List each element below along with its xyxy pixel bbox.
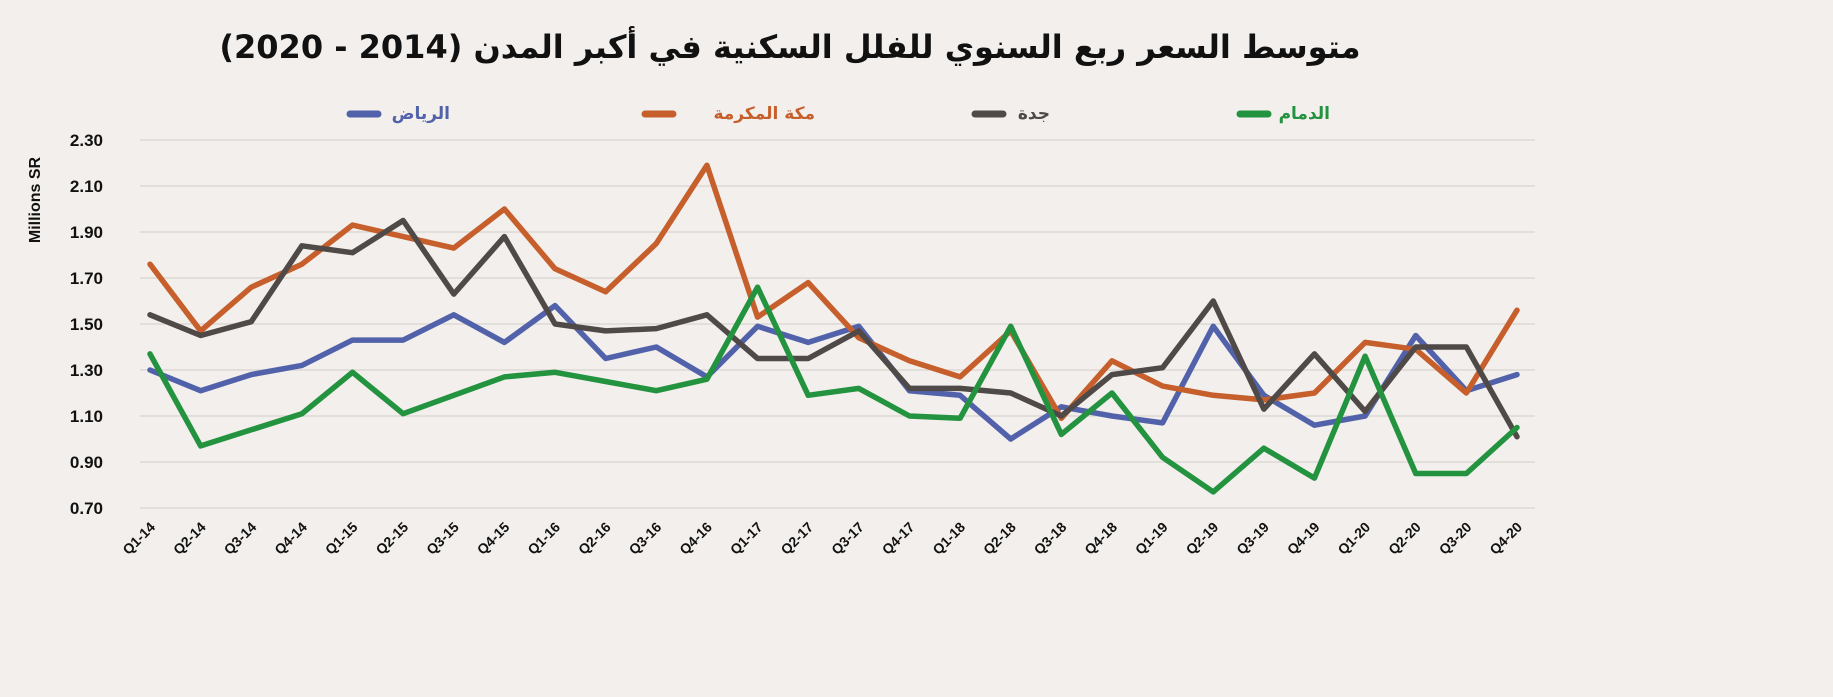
legend-item: الدمام — [1236, 104, 1330, 124]
y-tick-label: 2.10 — [70, 177, 103, 196]
series-line — [147, 302, 1520, 442]
x-tick-label: Q1-14 — [119, 519, 158, 558]
x-tick-label: Q1-15 — [322, 519, 361, 558]
x-tick-label: Q1-20 — [1334, 519, 1373, 558]
x-tick-label: Q3-14 — [221, 519, 260, 558]
x-tick-label: Q2-18 — [980, 519, 1019, 558]
y-tick-label: 0.70 — [70, 499, 103, 518]
x-tick-label: Q1-18 — [929, 519, 968, 558]
legend-item: جدة — [971, 104, 1050, 124]
x-tick-label: Q4-14 — [271, 519, 310, 558]
chart-title: متوسط السعر ربع السنوي للفلل السكنية في … — [219, 26, 1360, 66]
legend: الرياض مكة المكرمة جدة الدمام — [346, 104, 1330, 124]
series-2 — [147, 217, 1520, 440]
series-3 — [147, 284, 1520, 495]
x-tick-label: Q3-19 — [1233, 519, 1272, 558]
x-tick-label: Q3-18 — [1031, 519, 1070, 558]
legend-item: الرياض — [346, 104, 450, 124]
y-tick-label: 2.30 — [70, 131, 103, 150]
x-tick-label: Q1-17 — [727, 519, 766, 558]
series-line — [147, 162, 1520, 422]
y-tick-label: 0.90 — [70, 453, 103, 472]
y-tick-label: 1.10 — [70, 407, 103, 426]
x-tick-label: Q2-15 — [372, 519, 411, 558]
x-tick-label: Q2-17 — [777, 519, 816, 558]
x-tick-label: Q4-19 — [1284, 519, 1323, 558]
x-tick-label: Q4-17 — [879, 519, 918, 558]
y-tick-label: 1.50 — [70, 315, 103, 334]
y-axis-ticks: 0.70 0.90 1.10 1.30 1.50 1.70 1.90 2.10 2.30 — [70, 131, 103, 518]
x-tick-label: Q4-20 — [1486, 519, 1525, 558]
x-tick-label: Q2-19 — [1183, 519, 1222, 558]
y-tick-label: 1.30 — [70, 361, 103, 380]
legend-label: الرياض — [392, 104, 450, 124]
x-axis-ticks: Q1-14 Q2-14 Q3-14 Q4-14 Q1-15 Q2-15 Q3-15 Q4-15… — [119, 519, 1525, 558]
x-tick-label: Q1-19 — [1132, 519, 1171, 558]
x-tick-label: Q2-16 — [575, 519, 614, 558]
x-tick-label: Q1-16 — [524, 519, 563, 558]
legend-label: الدمام — [1279, 104, 1330, 124]
y-axis-label: Millions SR — [27, 156, 44, 243]
x-tick-label: Q3-16 — [626, 519, 665, 558]
x-tick-label: Q4-15 — [474, 519, 513, 558]
y-tick-label: 1.70 — [70, 269, 103, 288]
y-tick-label: 1.90 — [70, 223, 103, 242]
x-tick-label: Q2-20 — [1385, 519, 1424, 558]
series-0 — [147, 302, 1520, 442]
x-tick-label: Q3-20 — [1436, 519, 1475, 558]
x-tick-label: Q4-16 — [676, 519, 715, 558]
series-1 — [147, 162, 1520, 422]
x-tick-label: Q3-17 — [828, 519, 867, 558]
x-tick-label: Q4-18 — [1081, 519, 1120, 558]
series-line — [147, 217, 1520, 440]
legend-item: مكة المكرمة — [641, 104, 815, 124]
x-tick-label: Q3-15 — [423, 519, 462, 558]
legend-label: جدة — [1018, 104, 1050, 124]
series-lines — [147, 162, 1520, 495]
x-tick-label: Q2-14 — [170, 519, 209, 558]
legend-label: مكة المكرمة — [713, 104, 815, 124]
series-line — [147, 284, 1520, 495]
